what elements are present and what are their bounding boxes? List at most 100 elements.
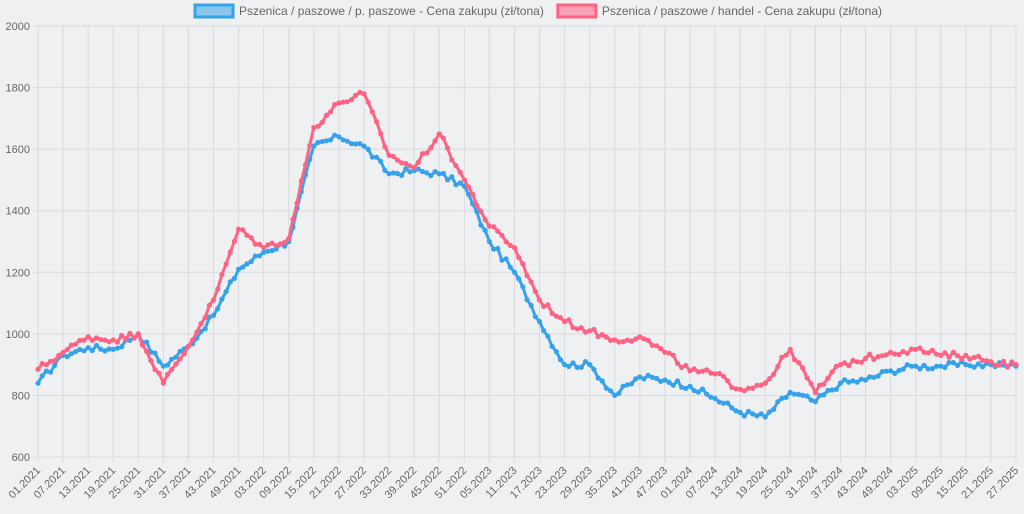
data-point[interactable] xyxy=(649,374,656,380)
legend-item-p-paszowe[interactable]: Pszenica / paszowe / p. paszowe - Cena z… xyxy=(193,3,544,19)
data-point[interactable] xyxy=(440,135,446,141)
data-point[interactable] xyxy=(562,362,568,368)
data-point[interactable] xyxy=(219,271,225,278)
data-point[interactable] xyxy=(428,145,434,151)
data-point[interactable] xyxy=(541,328,547,334)
data-point[interactable] xyxy=(574,326,580,332)
data-point[interactable] xyxy=(499,232,505,238)
data-point[interactable] xyxy=(695,389,702,395)
data-point[interactable] xyxy=(821,381,827,387)
data-point[interactable] xyxy=(110,337,116,343)
data-point[interactable] xyxy=(453,182,459,188)
data-point[interactable] xyxy=(165,362,171,368)
data-point[interactable] xyxy=(837,362,844,368)
data-point[interactable] xyxy=(733,386,739,392)
data-point[interactable] xyxy=(808,381,814,387)
data-point[interactable] xyxy=(378,158,384,164)
data-point[interactable] xyxy=(77,337,83,343)
data-point[interactable] xyxy=(68,351,74,357)
data-point[interactable] xyxy=(737,386,743,392)
data-point[interactable] xyxy=(399,160,405,166)
data-point[interactable] xyxy=(850,378,856,384)
data-point[interactable] xyxy=(106,346,112,352)
data-point[interactable] xyxy=(578,364,584,370)
data-point[interactable] xyxy=(478,222,484,228)
data-point[interactable] xyxy=(791,391,798,397)
data-point[interactable] xyxy=(156,358,162,364)
data-point[interactable] xyxy=(549,310,555,316)
data-point[interactable] xyxy=(382,167,388,173)
data-point[interactable] xyxy=(996,362,1002,368)
data-point[interactable] xyxy=(783,352,789,358)
data-point[interactable] xyxy=(449,157,455,163)
data-point[interactable] xyxy=(758,382,764,388)
data-point[interactable] xyxy=(457,169,463,175)
data-point[interactable] xyxy=(114,345,120,351)
data-point[interactable] xyxy=(315,123,321,129)
data-point[interactable] xyxy=(277,241,283,247)
data-point[interactable] xyxy=(716,370,722,377)
data-point[interactable] xyxy=(967,356,973,362)
data-point[interactable] xyxy=(432,169,438,175)
data-point[interactable] xyxy=(854,379,860,385)
data-point[interactable] xyxy=(883,368,890,374)
data-point[interactable] xyxy=(950,349,956,355)
data-point[interactable] xyxy=(900,366,906,372)
data-point[interactable] xyxy=(516,254,522,260)
data-point[interactable] xyxy=(888,368,894,374)
data-point[interactable] xyxy=(378,131,384,137)
data-point[interactable] xyxy=(47,369,54,375)
data-point[interactable] xyxy=(766,409,773,415)
data-point[interactable] xyxy=(950,360,956,366)
data-point[interactable] xyxy=(545,333,551,339)
data-point[interactable] xyxy=(369,109,375,115)
data-point[interactable] xyxy=(202,314,208,321)
data-point[interactable] xyxy=(817,382,823,388)
data-point[interactable] xyxy=(252,241,258,247)
data-point[interactable] xyxy=(616,390,622,396)
data-point[interactable] xyxy=(971,354,977,360)
data-point[interactable] xyxy=(591,366,597,372)
data-point[interactable] xyxy=(929,347,936,353)
data-point[interactable] xyxy=(236,266,242,272)
data-point[interactable] xyxy=(599,332,605,338)
data-point[interactable] xyxy=(536,318,543,325)
data-point[interactable] xyxy=(674,360,681,366)
data-point[interactable] xyxy=(603,385,610,391)
data-point[interactable] xyxy=(725,378,731,384)
data-point[interactable] xyxy=(77,346,83,353)
data-point[interactable] xyxy=(520,284,526,290)
data-point[interactable] xyxy=(482,227,488,233)
data-point[interactable] xyxy=(578,325,584,331)
data-point[interactable] xyxy=(93,335,100,341)
data-point[interactable] xyxy=(373,119,380,125)
data-point[interactable] xyxy=(720,400,727,406)
data-point[interactable] xyxy=(858,359,865,365)
data-point[interactable] xyxy=(829,387,835,393)
data-point[interactable] xyxy=(315,139,321,145)
data-point[interactable] xyxy=(875,373,881,379)
data-point[interactable] xyxy=(336,100,342,106)
data-point[interactable] xyxy=(499,257,505,263)
data-point[interactable] xyxy=(666,350,672,356)
data-point[interactable] xyxy=(81,348,87,354)
data-point[interactable] xyxy=(298,178,304,184)
data-point[interactable] xyxy=(436,131,442,137)
data-point[interactable] xyxy=(85,334,91,340)
data-point[interactable] xyxy=(89,347,95,354)
data-point[interactable] xyxy=(495,245,501,252)
data-point[interactable] xyxy=(582,329,589,335)
data-point[interactable] xyxy=(862,355,869,362)
data-point[interactable] xyxy=(532,288,539,294)
data-point[interactable] xyxy=(198,328,204,335)
data-point[interactable] xyxy=(892,351,898,357)
data-point[interactable] xyxy=(528,302,534,309)
data-point[interactable] xyxy=(641,336,647,342)
data-point[interactable] xyxy=(687,368,693,374)
data-point[interactable] xyxy=(662,377,668,383)
data-point[interactable] xyxy=(729,384,735,390)
data-point[interactable] xyxy=(269,248,275,254)
data-point[interactable] xyxy=(750,385,756,391)
data-point[interactable] xyxy=(465,184,472,190)
data-point[interactable] xyxy=(47,358,54,364)
